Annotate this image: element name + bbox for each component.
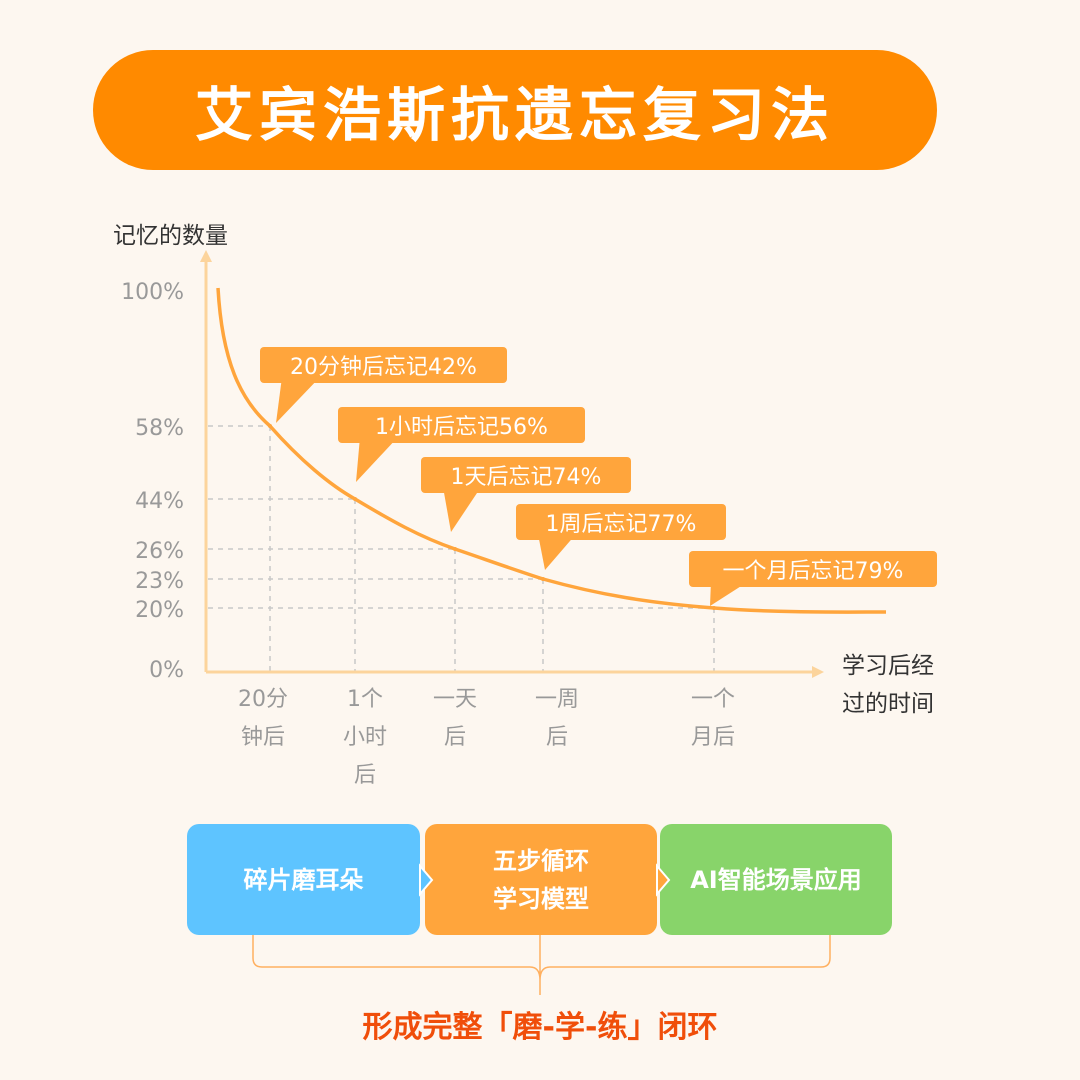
data-point — [268, 424, 272, 428]
y-axis-arrow — [200, 250, 212, 262]
title-banner: 艾宾浩斯抗遗忘复习法 — [93, 50, 937, 170]
callout-box — [338, 407, 585, 443]
data-point — [712, 606, 716, 610]
x-axis-label-line2: 过的时间 — [842, 691, 934, 717]
data-point — [353, 497, 357, 501]
x-tick-label: 一个 — [691, 687, 735, 712]
callout-label: 一个月后忘记79% — [723, 559, 904, 584]
data-point — [453, 547, 457, 551]
y-tick-label: 0% — [149, 658, 184, 683]
x-axis-arrow — [812, 666, 824, 678]
x-tick-label: 后 — [546, 725, 568, 750]
callout-box — [260, 347, 507, 383]
x-tick-label: 后 — [444, 725, 466, 750]
callout-box — [516, 504, 726, 540]
y-axis-label: 记忆的数量 — [113, 223, 228, 249]
callout-pointer — [710, 581, 749, 606]
y-tick-label: 26% — [135, 539, 184, 564]
y-tick-label: 23% — [135, 569, 184, 594]
callout-box — [421, 457, 631, 493]
callout-label: 1周后忘记77% — [546, 512, 697, 537]
callout-pointer — [443, 487, 481, 532]
x-tick-label: 后 — [354, 763, 376, 788]
callout-pointer — [538, 534, 576, 570]
callout-label: 20分钟后忘记42% — [290, 355, 477, 380]
y-tick-label: 44% — [135, 489, 184, 514]
x-tick-label: 1个 — [347, 687, 383, 712]
y-tick-label: 100% — [121, 280, 184, 305]
x-tick-label: 月后 — [691, 725, 735, 750]
x-axis-label: 学习后经 — [842, 653, 934, 679]
page-title: 艾宾浩斯抗遗忘复习法 — [194, 81, 835, 149]
x-tick-label: 一天 — [433, 687, 477, 712]
y-tick-label: 20% — [135, 598, 184, 623]
callout-label: 1小时后忘记56% — [375, 415, 548, 440]
step-fragment-listening: 碎片磨耳朵 — [187, 824, 420, 935]
callout-pointer — [356, 437, 398, 482]
x-tick-label: 一周 — [535, 687, 579, 712]
data-point — [541, 577, 545, 581]
x-tick-label: 小时 — [343, 725, 387, 750]
callout-pointer — [276, 377, 320, 423]
conclusion-text: 形成完整「磨-学-练」闭环 — [362, 1010, 718, 1045]
callout-label: 1天后忘记74% — [451, 465, 602, 490]
x-tick-label: 钟后 — [241, 725, 285, 750]
y-tick-label: 58% — [135, 416, 184, 441]
x-tick-label: 20分 — [238, 687, 288, 712]
step-ai-application: AI智能场景应用 — [660, 824, 892, 935]
step-five-step-model: 五步循环 学习模型 — [425, 824, 657, 935]
bracket — [252, 935, 831, 995]
callout-box — [689, 551, 937, 587]
